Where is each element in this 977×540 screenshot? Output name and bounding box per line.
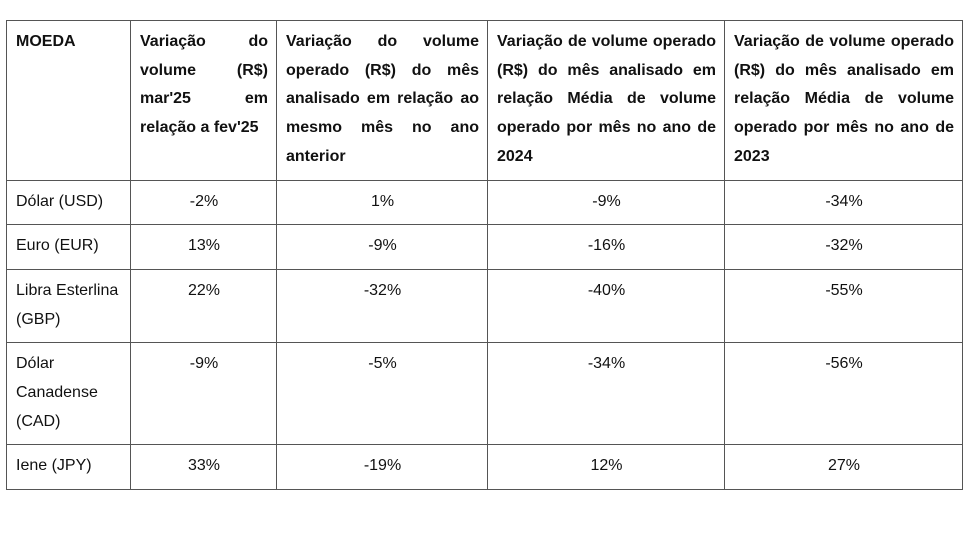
header-cell: Variação do volume (R$) mar'25 em relaçã… <box>130 20 277 181</box>
currency-cell: Dólar Canadense (CAD) <box>6 342 131 446</box>
table-row: Dólar (USD) -2% 1% -9% -34% <box>6 179 963 226</box>
value-cell: -19% <box>276 444 488 491</box>
header-cell: Variação de volume operado (R$) do mês a… <box>724 20 963 181</box>
value-cell: 22% <box>130 268 277 344</box>
value-cell: 33% <box>130 444 277 491</box>
header-cell: MOEDA <box>6 20 131 181</box>
currency-cell: Euro (EUR) <box>6 224 131 270</box>
header-cell: Variação de volume operado (R$) do mês a… <box>487 20 725 181</box>
value-cell: -40% <box>487 268 725 344</box>
table-row: Euro (EUR) 13% -9% -16% -32% <box>6 224 963 270</box>
value-cell: 1% <box>276 179 488 226</box>
value-cell: -9% <box>130 342 277 446</box>
value-cell: 13% <box>130 224 277 270</box>
value-cell: -55% <box>724 268 963 344</box>
data-table: MOEDA Variação do volume (R$) mar'25 em r… <box>6 20 963 491</box>
table-row: Libra Esterlina (GBP) 22% -32% -40% -55% <box>6 268 963 344</box>
table-row: Dólar Canadense (CAD) -9% -5% -34% -56% <box>6 342 963 446</box>
value-cell: 12% <box>487 444 725 491</box>
value-cell: -16% <box>487 224 725 270</box>
value-cell: -2% <box>130 179 277 226</box>
value-cell: -32% <box>276 268 488 344</box>
currency-cell: Libra Esterlina (GBP) <box>6 268 131 344</box>
value-cell: -9% <box>276 224 488 270</box>
value-cell: -5% <box>276 342 488 446</box>
header-row: MOEDA Variação do volume (R$) mar'25 em r… <box>6 20 963 181</box>
header-cell: Variação do volume operado (R$) do mês a… <box>276 20 488 181</box>
value-cell: -9% <box>487 179 725 226</box>
value-cell: -34% <box>724 179 963 226</box>
value-cell: -32% <box>724 224 963 270</box>
currency-cell: Dólar (USD) <box>6 179 131 226</box>
value-cell: -56% <box>724 342 963 446</box>
table-body: Dólar (USD) -2% 1% -9% -34% Euro (EUR) 13% -9% -… <box>6 179 963 491</box>
value-cell: -34% <box>487 342 725 446</box>
table-row: Iene (JPY) 33% -19% 12% 27% <box>6 444 963 491</box>
currency-cell: Iene (JPY) <box>6 444 131 491</box>
value-cell: 27% <box>724 444 963 491</box>
